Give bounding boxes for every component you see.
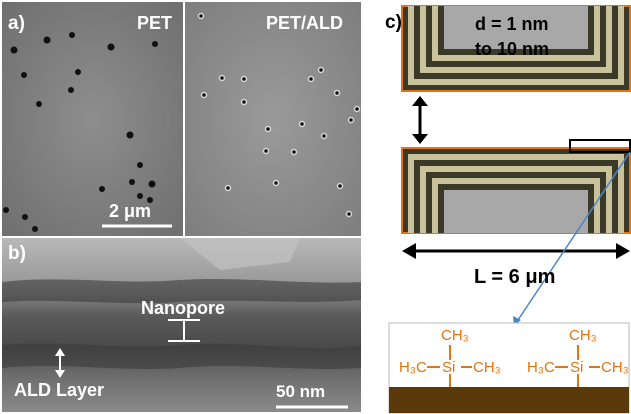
panel-c [388,5,631,414]
methyl-right-2: CH₃ [601,359,629,376]
tem-flake [180,238,300,270]
silane-bonds [427,345,600,387]
methyl-left-2: H₃C [527,359,555,376]
tem-image [2,238,361,412]
d-label-line2: to 10 nm [475,39,550,59]
nanopore-marker [168,319,200,342]
panel-b [2,238,361,412]
sem-image-pet [2,2,183,236]
pores-pet [3,32,158,232]
panel-b-letter: b) [8,243,26,264]
pet-ald-title: PET/ALD [266,13,344,33]
methyl-top-1: CH₃ [441,327,469,344]
membrane-top [401,5,631,92]
silicon-1: Si [442,359,456,376]
zoom-leader [515,151,631,324]
methyl-top-2: CH₃ [569,327,597,344]
tem-wall-lower [2,343,361,369]
pores-pet-ald [197,12,361,218]
membrane-bottom-core [444,190,588,233]
gap-arrow [412,96,428,144]
methyl-right-1: CH₃ [473,359,501,376]
length-label: L = 6 μm [474,266,556,288]
length-arrow [402,243,630,259]
membrane-bottom [401,147,631,234]
d-label-line1: d = 1 nm [475,14,549,34]
scale-bar-b-label: 50 nm [276,382,326,401]
nanopore-label: Nanopore [141,298,226,318]
zoom-box [569,139,631,153]
scale-bar-a-label: 2 μm [109,201,152,221]
ald-layer-label: ALD Layer [14,380,105,400]
panel-a-letter: a) [8,13,25,34]
panel-a [2,2,361,236]
panel-c-letter: c) [385,12,402,33]
methyl-left-1: H₃C [399,359,427,376]
sem-image-pet-ald [185,2,361,236]
substrate [389,387,629,413]
silicon-2: Si [570,359,584,376]
membrane-top-core [444,6,588,49]
tem-wall-upper [2,278,361,304]
pet-title: PET [137,13,173,33]
ald-layer-arrow [55,348,65,378]
